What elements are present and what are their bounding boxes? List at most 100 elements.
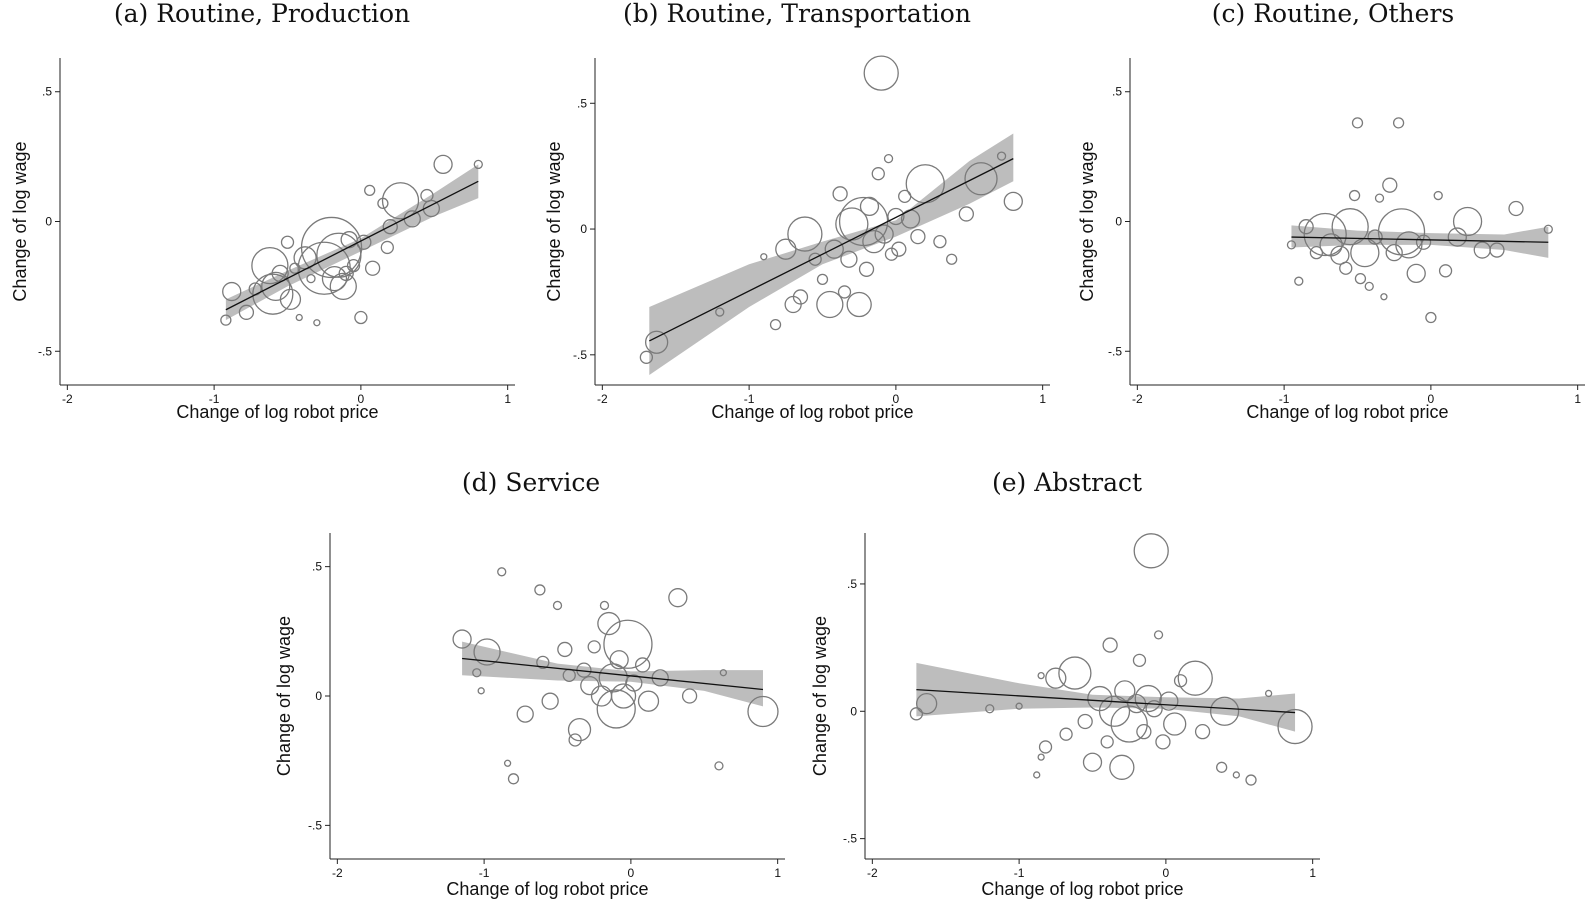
panel-c-y-tick-label-2: .5: [1112, 85, 1122, 99]
panel-b-x-tick-label-2: 0: [893, 392, 900, 406]
panel-e-bubble-16: [1098, 695, 1131, 727]
panel-d-x-tick-label-2: 0: [628, 866, 635, 880]
panel-a-y-axis-label: Change of log wage: [10, 141, 30, 301]
panel-d-bubble-25: [610, 683, 637, 709]
panel-c-x-axis-label: Change of log robot price: [1246, 402, 1448, 422]
panel-a-bubble-0: [220, 314, 232, 326]
panel-d-bubble-17: [580, 676, 600, 696]
panel-b-bubble-2: [715, 307, 725, 317]
panel-b-bubble-12: [824, 239, 844, 259]
panel-a-y-tick-label-1: 0: [45, 215, 52, 229]
panel-a-bubble-19: [329, 272, 357, 301]
panel-c-bubble-23: [1415, 234, 1432, 250]
panel-e-bubble-35: [1232, 771, 1240, 779]
panel-a-bubble-34: [433, 154, 453, 175]
panel-d-bubble-27: [625, 674, 643, 692]
panel-c-bubble-27: [1447, 227, 1467, 247]
panel-e-bubble-5: [1033, 771, 1041, 779]
panel-e-bubble-7: [1038, 740, 1053, 754]
panel-d-bubble-23: [596, 689, 636, 729]
panel-c-bubble-4: [1303, 212, 1347, 257]
panel-b-bubble-17: [846, 291, 872, 318]
panel-b-x-tick-label-0: -2: [597, 392, 608, 406]
panel-b-bubble-31: [910, 228, 926, 245]
panel-a-x-axis-label: Change of log robot price: [176, 402, 378, 422]
panel-d-bubble-32: [681, 688, 698, 704]
panel-a-bubble-14: [313, 319, 321, 327]
panel-c-y-tick-label-1: 0: [1115, 215, 1122, 229]
panel-a-x-tick-label-2: 0: [358, 392, 365, 406]
panel-c-y-axis-label: Change of log wage: [1077, 141, 1097, 301]
panel-a-x-tick-label-3: 1: [504, 392, 511, 406]
panel-c-bubble-21: [1395, 231, 1423, 259]
panel-e-y-axis-label: Change of log wage: [810, 616, 830, 776]
panel-a-bubble-30: [381, 182, 420, 220]
panel-c-bubble-17: [1382, 177, 1398, 193]
panel-c-bubble-9: [1348, 189, 1361, 202]
panel-a-bubble-29: [382, 219, 398, 235]
panel-e-bubble-23: [1134, 684, 1162, 713]
panel-d-bubble-21: [597, 611, 621, 636]
panel-e-bubble-36: [1245, 774, 1257, 786]
panel-d-bubble-0: [452, 629, 472, 649]
panel-c-bubble-30: [1489, 242, 1505, 258]
panel-a-bubble-22: [346, 258, 361, 273]
panel-a-bubble-25: [364, 184, 376, 197]
panel-d-bubble-31: [668, 588, 688, 608]
panel-a-fit-line: [225, 180, 479, 311]
panel-a-bubble-9: [279, 288, 302, 311]
panel-c-x-tick-label-3: 1: [1574, 392, 1581, 406]
panel-d-bubble-8: [534, 584, 546, 596]
panel-b-bubble-13: [832, 186, 848, 202]
panel-b-x-tick-label-3: 1: [1039, 392, 1046, 406]
panel-c-bubble-15: [1374, 193, 1385, 203]
panel-a-bubble-6: [261, 271, 291, 302]
panel-a-bubble-4: [251, 246, 289, 285]
panel-e-bubble-0: [909, 707, 924, 721]
panel-e-bubble-3: [1015, 702, 1023, 710]
panel-e-bubble-21: [1132, 653, 1147, 667]
panel-d-bubble-26: [603, 619, 653, 669]
panel-c-confidence-band: [1291, 225, 1549, 258]
panel-b-bubble-1: [644, 330, 669, 354]
panel-e-fit-line: [916, 688, 1296, 714]
panel-b-bubble-9: [808, 252, 822, 266]
panel-c-bubble-11: [1354, 272, 1367, 285]
panel-e-bubble-32: [1194, 724, 1211, 740]
panel-e-x-tick-label-2: 0: [1163, 866, 1170, 880]
panel-c-bubble-8: [1331, 208, 1369, 246]
panel-c-x-tick-label-1: -1: [1279, 392, 1290, 406]
panel-e-bubble-18: [1114, 680, 1136, 702]
panel-b-bubble-33: [933, 234, 947, 249]
panel-e-bubble-31: [1177, 660, 1213, 696]
panel-e-x-tick-label-3: 1: [1309, 866, 1316, 880]
panel-e: (e) Abstract -2 -1 0 1 -.5 0 .5 Change of log ro…: [810, 468, 1320, 899]
panel-e-bubble-15: [1102, 637, 1118, 653]
panel-c-bubble-13: [1364, 281, 1374, 292]
panel-b-bubble-0: [639, 350, 654, 364]
panel-d-bubble-35: [747, 695, 779, 728]
panel-d-bubble-11: [552, 600, 563, 611]
panel-d-bubble-20: [599, 600, 610, 611]
panel-e-bubble-34: [1209, 696, 1240, 726]
panel-b-bubble-28: [891, 241, 907, 257]
panel-d-y-tick-label-1: 0: [315, 689, 322, 703]
panel-c-bubble-2: [1298, 219, 1314, 235]
panel-e-bubble-8: [1045, 667, 1067, 689]
panel-d-bubble-28: [634, 657, 651, 673]
panel-c-bubble-14: [1367, 229, 1383, 245]
panel-c-bubble-32: [1543, 224, 1553, 234]
panel-a-bubble-26: [364, 260, 381, 276]
panel-e-bubble-25: [1145, 700, 1163, 718]
panel-e-bubble-38: [1277, 708, 1313, 745]
panel-b-y-tick-label-0: -.5: [573, 348, 587, 362]
panel-b-y-tick-label-2: .5: [577, 96, 587, 110]
panel-b-bubble-3: [760, 253, 768, 261]
panel-d-x-tick-label-3: 1: [774, 866, 781, 880]
panel-b-confidence-band: [649, 133, 1014, 375]
panel-a-bubble-13: [306, 273, 316, 284]
panel-d: (d) Service -2 -1 0 1 -.5 0 .5 Change of log rob…: [274, 468, 785, 899]
panel-d-bubble-1: [472, 668, 482, 678]
panel-c-bubble-28: [1452, 206, 1483, 237]
